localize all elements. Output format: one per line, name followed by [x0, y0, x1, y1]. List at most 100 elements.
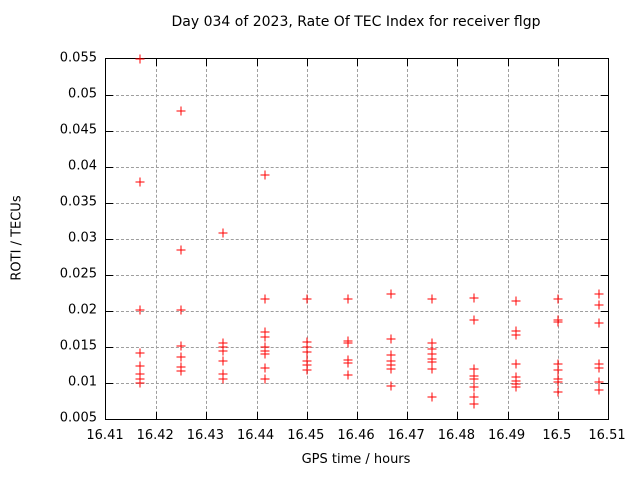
y-gridline — [106, 347, 608, 348]
x-tick-bottom — [357, 412, 358, 419]
y-tick-left — [106, 383, 113, 384]
x-tick-bottom — [206, 412, 208, 419]
x-tick-label: 16.41 — [86, 428, 124, 443]
data-point — [135, 54, 145, 64]
data-point — [511, 296, 521, 306]
x-tick-bottom — [457, 412, 459, 419]
data-point — [594, 363, 604, 373]
data-point — [594, 359, 604, 369]
x-tick-label: 16.48 — [437, 428, 475, 443]
x-tick-label: 16.49 — [487, 428, 526, 443]
y-tick-label: 0.01 — [68, 374, 97, 390]
x-tick-bottom — [306, 412, 308, 419]
data-point — [469, 315, 479, 325]
x-tick-top — [256, 59, 258, 66]
y-tick-label: 0.035 — [59, 194, 97, 210]
data-point — [343, 336, 353, 346]
data-point — [594, 300, 604, 310]
y-tick-right — [601, 311, 608, 312]
y-tick-right — [601, 383, 608, 384]
chart-title: Day 034 of 2023, Rate Of TEC Index for r… — [171, 14, 541, 30]
data-point — [218, 228, 228, 238]
data-point — [386, 334, 396, 344]
y-tick-label: 0.05 — [68, 86, 97, 102]
data-point — [427, 364, 437, 374]
x-tick-top — [306, 59, 308, 66]
data-point — [260, 294, 270, 304]
data-point — [427, 357, 437, 367]
data-point — [594, 377, 604, 387]
y-tick-left — [106, 311, 113, 312]
data-point — [135, 374, 145, 384]
data-point — [260, 363, 270, 373]
data-point — [218, 356, 228, 366]
x-tick-bottom — [507, 412, 509, 419]
plot-area — [105, 54, 609, 420]
x-tick-label: 16.45 — [287, 428, 325, 443]
x-tick-label: 16.42 — [136, 428, 174, 443]
data-point — [427, 349, 437, 359]
y-tick-left — [106, 131, 113, 132]
y-tick-label: 0.045 — [59, 122, 97, 138]
data-point — [386, 289, 396, 299]
data-point — [135, 177, 145, 187]
data-point — [135, 348, 145, 358]
x-tick-top — [557, 59, 559, 66]
data-point — [176, 366, 186, 376]
data-point — [511, 330, 521, 340]
data-point — [176, 341, 186, 351]
y-gridline — [106, 383, 608, 384]
y-gridline — [106, 275, 608, 276]
y-tick-label: 0.055 — [59, 50, 97, 66]
data-point — [594, 318, 604, 328]
data-point — [218, 346, 228, 356]
data-point — [386, 364, 396, 374]
y-tick-label: 0.025 — [59, 266, 97, 282]
data-point — [260, 332, 270, 342]
data-point — [594, 385, 604, 395]
x-tick-bottom — [256, 412, 258, 419]
x-axis-title: GPS time / hours — [301, 452, 411, 467]
y-gridline — [106, 131, 608, 132]
data-point — [386, 350, 396, 360]
x-tick-top — [206, 59, 208, 66]
y-tick-right — [601, 203, 608, 204]
data-point — [176, 245, 186, 255]
data-point — [469, 399, 479, 409]
y-gridline — [106, 95, 608, 96]
y-tick-label: 0.015 — [59, 338, 97, 354]
y-tick-label: 0.005 — [59, 410, 97, 426]
data-point — [176, 362, 186, 372]
data-point — [427, 354, 437, 364]
x-tick-label: 16.5 — [542, 428, 572, 443]
y-tick-right — [601, 239, 608, 240]
y-tick-right — [601, 275, 608, 276]
data-point — [343, 294, 353, 304]
x-tick-top — [407, 59, 409, 66]
data-point — [176, 352, 186, 362]
y-tick-left — [106, 347, 113, 348]
data-point — [469, 293, 479, 303]
data-point — [427, 294, 437, 304]
y-gridline — [106, 203, 608, 204]
x-tick-bottom — [407, 412, 409, 419]
data-point — [469, 374, 479, 384]
y-tick-label: 0.03 — [68, 230, 97, 246]
data-point — [260, 349, 270, 359]
y-tick-right — [601, 167, 608, 168]
data-point — [218, 374, 228, 384]
data-point — [511, 372, 521, 382]
x-tick-label: 16.51 — [588, 428, 626, 443]
x-tick-bottom — [557, 412, 559, 419]
y-tick-label: 0.04 — [68, 158, 97, 174]
y-tick-left — [106, 167, 113, 168]
data-point — [343, 370, 353, 380]
data-point — [135, 361, 145, 371]
x-tick-top — [457, 59, 459, 66]
y-gridline — [106, 239, 608, 240]
x-tick-top — [507, 59, 509, 66]
data-point — [343, 355, 353, 365]
data-point — [386, 356, 396, 366]
x-tick-label: 16.47 — [387, 428, 425, 443]
